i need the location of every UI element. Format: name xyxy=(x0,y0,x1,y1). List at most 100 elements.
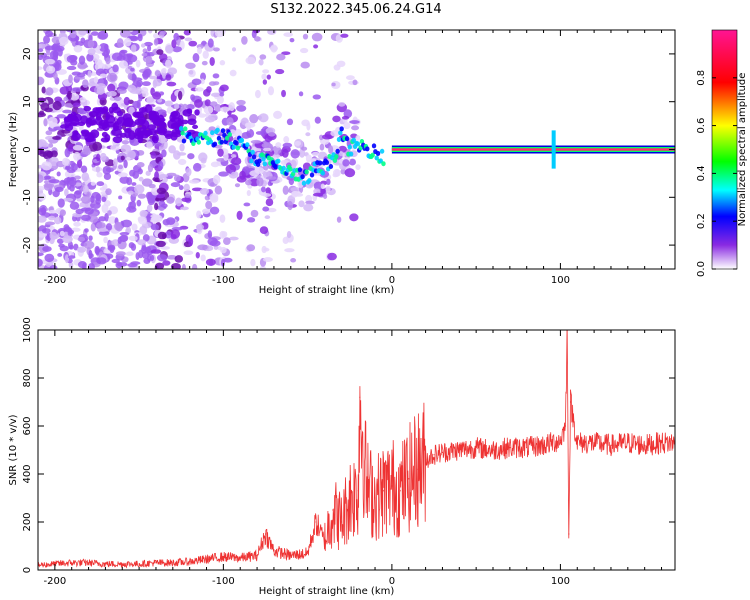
noise-blob xyxy=(142,81,151,87)
noise-blob xyxy=(298,91,304,97)
snr-point xyxy=(526,447,528,449)
noise-blob xyxy=(282,236,289,245)
noise-blob xyxy=(95,197,101,205)
ridge-blob xyxy=(219,139,224,145)
noise-blob xyxy=(41,161,52,171)
noise-blob xyxy=(88,249,93,260)
snr-point xyxy=(551,442,553,444)
noise-blob xyxy=(56,114,66,119)
noise-blob xyxy=(96,172,103,178)
noise-blob xyxy=(156,187,167,195)
noise-blob xyxy=(192,162,202,172)
colorbar-tick-label: 0.0 xyxy=(696,261,707,277)
noise-blob xyxy=(183,250,194,256)
noise-blob xyxy=(126,206,137,213)
snr-point xyxy=(424,459,427,461)
noise-blob xyxy=(49,231,58,240)
noise-blob xyxy=(241,35,248,45)
noise-blob xyxy=(77,64,89,69)
noise-blob xyxy=(205,200,213,210)
noise-blob xyxy=(196,210,202,219)
noise-blob xyxy=(166,172,177,177)
ridge-blob xyxy=(328,164,334,170)
noise-blob xyxy=(190,94,196,101)
noise-blob xyxy=(80,214,91,221)
noise-blob xyxy=(202,50,209,59)
noise-blob xyxy=(250,209,259,218)
noise-blob xyxy=(210,101,218,107)
noise-blob xyxy=(138,216,148,225)
noise-blob xyxy=(69,184,75,192)
band-blob xyxy=(77,121,86,126)
ridge-blob xyxy=(339,126,344,132)
ridge-blob xyxy=(288,166,293,172)
noise-blob xyxy=(73,45,83,53)
noise-blob xyxy=(147,163,154,173)
noise-blob xyxy=(283,32,293,37)
snr-point xyxy=(509,447,511,449)
noise-blob xyxy=(144,68,152,76)
noise-blob xyxy=(273,110,283,119)
band-blob xyxy=(72,113,82,122)
noise-blob xyxy=(323,193,328,199)
band-blob xyxy=(85,118,92,128)
noise-blob xyxy=(220,246,227,254)
noise-blob xyxy=(217,148,224,157)
noise-blob xyxy=(52,51,59,57)
top-ylabel: Frequency (Hz) xyxy=(8,112,19,188)
noise-blob xyxy=(59,86,70,95)
noise-blob xyxy=(234,183,241,188)
noise-blob xyxy=(146,204,153,213)
noise-blob xyxy=(147,44,152,52)
noise-blob xyxy=(166,81,177,87)
noise-blob xyxy=(72,87,83,93)
noise-blob xyxy=(86,53,94,62)
noise-blob xyxy=(305,132,311,137)
noise-blob xyxy=(58,243,65,248)
noise-blob xyxy=(159,246,171,250)
noise-blob xyxy=(214,30,225,38)
band-blob xyxy=(112,136,123,144)
noise-blob xyxy=(152,91,162,100)
noise-blob xyxy=(105,188,112,196)
band-blob xyxy=(192,124,199,130)
noise-blob xyxy=(68,176,77,187)
noise-blob xyxy=(45,135,55,141)
noise-blob xyxy=(210,161,220,168)
noise-blob xyxy=(301,119,310,127)
snr-point xyxy=(121,563,123,565)
noise-blob xyxy=(349,120,360,124)
noise-blob xyxy=(46,65,56,74)
band-blob xyxy=(83,105,92,112)
noise-blob xyxy=(105,223,113,231)
noise-blob xyxy=(97,30,109,40)
noise-blob xyxy=(340,33,349,38)
noise-blob xyxy=(120,155,125,161)
noise-blob xyxy=(101,196,107,203)
noise-blob xyxy=(130,243,137,251)
ridge-blob xyxy=(374,155,379,161)
noise-blob xyxy=(230,157,242,166)
noise-blob xyxy=(267,207,277,213)
noise-blob xyxy=(123,37,132,47)
snr-point xyxy=(408,478,410,480)
noise-blob xyxy=(150,249,162,254)
noise-blob xyxy=(223,151,229,161)
noise-blob xyxy=(135,59,141,68)
noise-blob xyxy=(143,41,153,47)
noise-blob xyxy=(290,187,302,192)
noise-blob xyxy=(45,87,54,96)
noise-blob xyxy=(332,115,341,123)
noise-blob xyxy=(349,213,359,222)
band-blob xyxy=(64,116,73,127)
noise-blob xyxy=(96,181,105,187)
band-blob xyxy=(174,124,182,134)
noise-blob xyxy=(103,236,108,244)
noise-blob xyxy=(158,53,168,61)
noise-blob xyxy=(73,175,81,180)
noise-blob xyxy=(243,202,251,207)
noise-blob xyxy=(219,60,226,66)
noise-blob xyxy=(266,74,271,80)
noise-blob xyxy=(107,83,116,93)
noise-blob xyxy=(52,135,61,140)
